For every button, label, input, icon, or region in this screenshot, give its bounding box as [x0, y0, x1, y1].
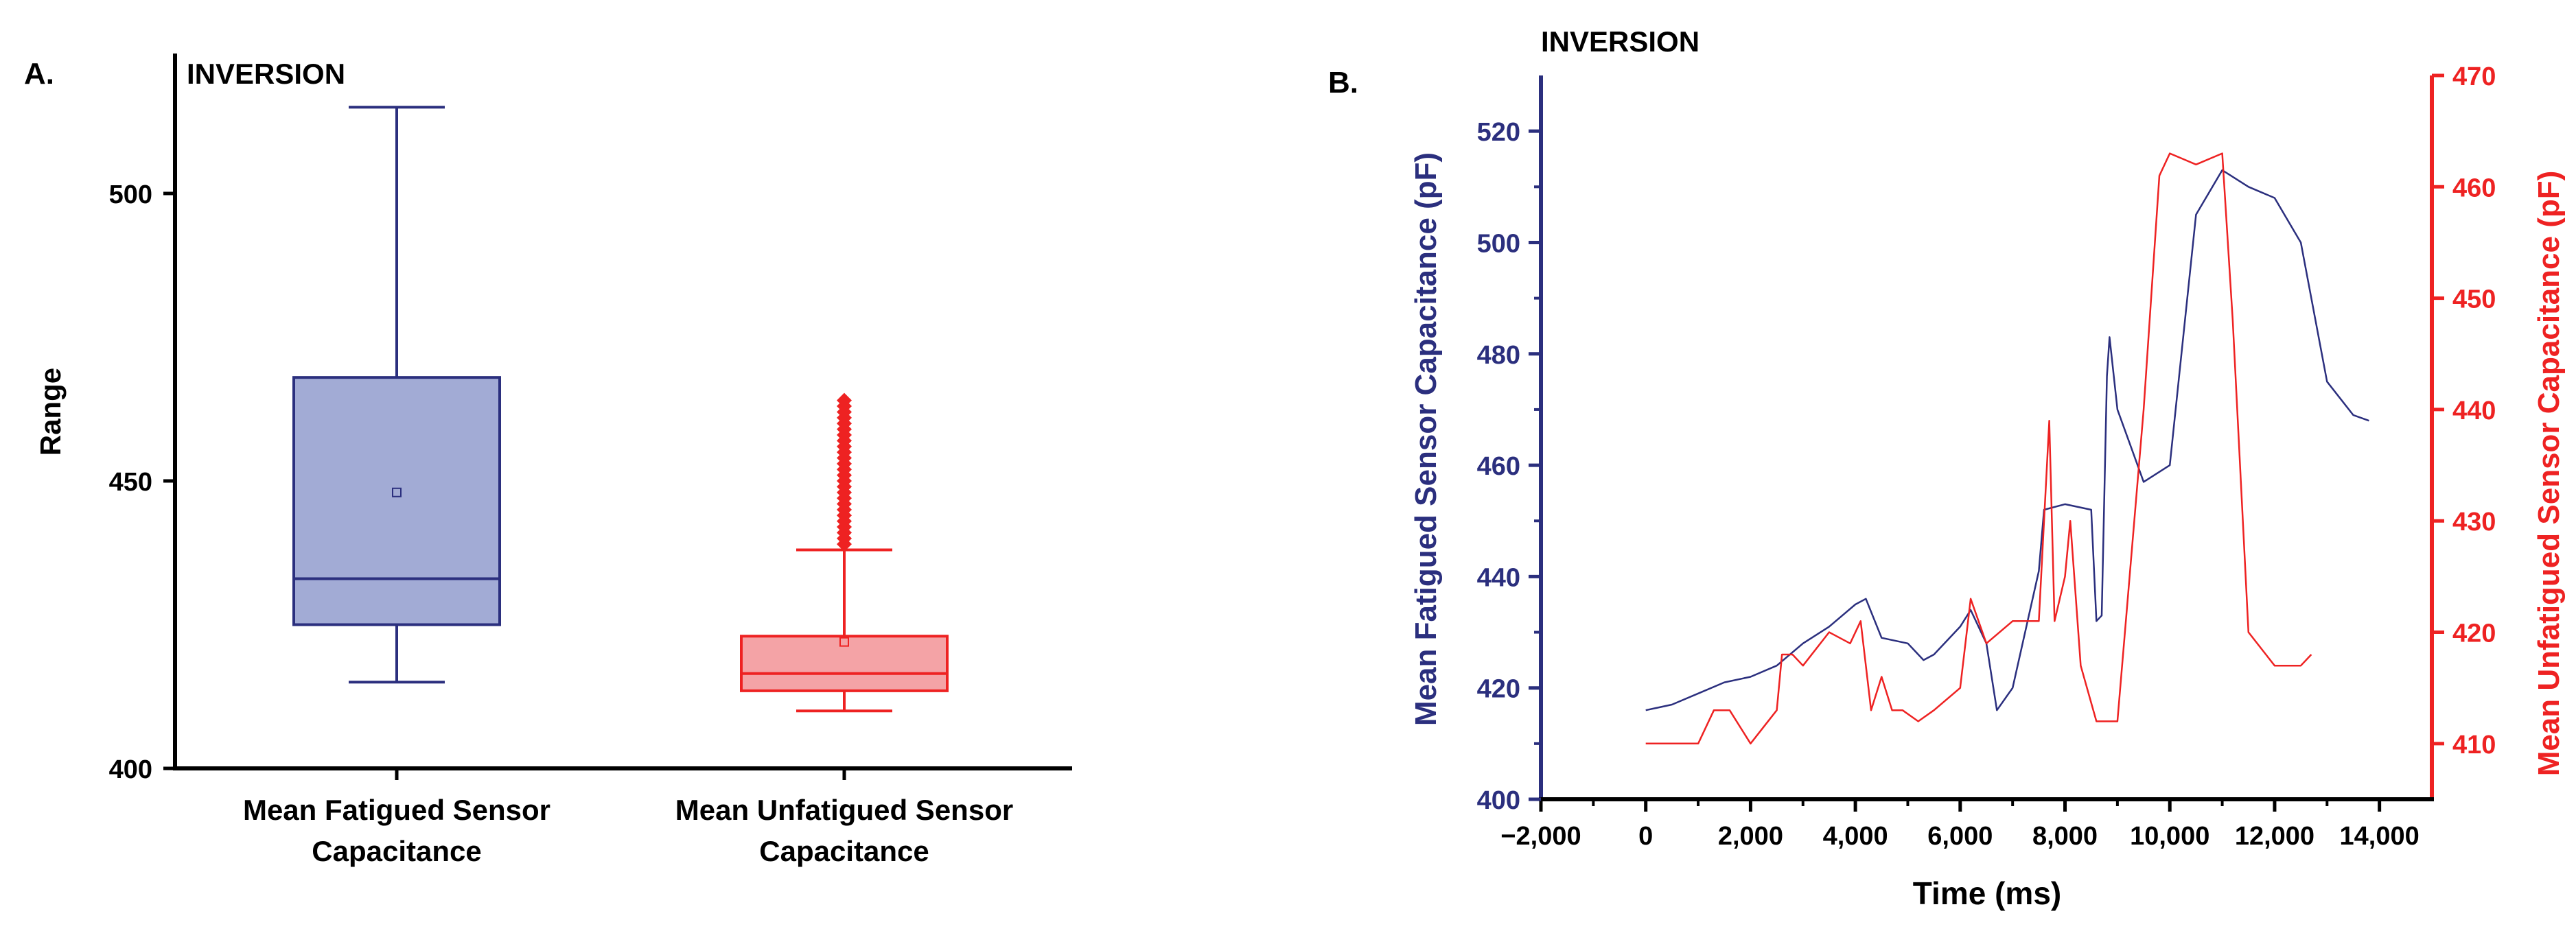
right-y-tick-label: 460 [2452, 174, 2496, 202]
panel-a-label: A. [24, 57, 54, 91]
left-y-tick-label: 520 [1477, 118, 1520, 147]
box-iqr [740, 635, 949, 692]
x-tick-label: Capacitance [312, 835, 481, 867]
x-axis-label: Time (ms) [1913, 875, 2061, 911]
line-plot-panel: B. INVERSION Mean Fatigued Sensor Capaci… [1328, 25, 2566, 911]
x-tick-label: Mean Fatigued Sensor [243, 794, 550, 826]
x-tick-label: −2,000 [1500, 822, 1581, 851]
x-tick-label: 0 [1638, 822, 1653, 851]
x-tick-label: 14,000 [2340, 822, 2420, 851]
left-y-tick-label: 480 [1477, 341, 1520, 370]
right-y-tick-label: 430 [2452, 508, 2496, 537]
right-y-tick-label: 470 [2452, 62, 2496, 91]
series-lines [1645, 152, 2369, 745]
right-y-tick-label: 450 [2452, 285, 2496, 314]
outlier-point [837, 392, 852, 408]
x-tick-label: 4,000 [1823, 822, 1888, 851]
x-tick-label: 2,000 [1718, 822, 1783, 851]
left-y-tick-label: 420 [1477, 675, 1520, 704]
right-y-tick-label: 420 [2452, 620, 2496, 648]
left-y-tick-label: 440 [1477, 563, 1520, 592]
right-y-tick-label: 410 [2452, 731, 2496, 759]
y-tick-label: 400 [109, 755, 152, 784]
x-tick-label: Capacitance [759, 835, 929, 867]
left-y-tick-label: 400 [1477, 786, 1520, 815]
y-tick-label: 500 [109, 180, 152, 209]
mean-marker [839, 637, 849, 647]
y-axis-label: Range [34, 368, 67, 456]
left-y-tick-label: 500 [1477, 229, 1520, 258]
y-ticks: 400 450 500 [109, 180, 175, 784]
x-tick-label: 6,000 [1927, 822, 1993, 851]
right-y-ticks: 410 420 430 440 450 460 470 [2432, 62, 2496, 759]
right-y-tick-label: 440 [2452, 397, 2496, 425]
mean-marker [392, 487, 402, 497]
panel-a-title: INVERSION [187, 58, 345, 90]
boxes [292, 106, 949, 713]
box-iqr [292, 376, 501, 626]
x-tick-label: 12,000 [2235, 822, 2314, 851]
x-tick-label: 10,000 [2130, 822, 2209, 851]
left-y-axis-label: Mean Fatigued Sensor Capacitance (pF) [1409, 152, 1443, 726]
left-y-ticks: 400 420 440 460 480 500 520 [1477, 118, 1541, 815]
panel-b-title: INVERSION [1541, 25, 1699, 58]
x-tick-label: Mean Unfatigued Sensor [675, 794, 1013, 826]
x-ticks: Mean Fatigued Sensor Capacitance Mean Unfa… [243, 768, 1013, 867]
unfatigued-series-line [1645, 152, 2312, 745]
right-y-axis-label: Mean Unfatigued Sensor Capacitance (pF) [2532, 171, 2566, 777]
fatigued-series-line [1645, 169, 2369, 711]
box-plot-panel: A. INVERSION Range 400 450 500 Mean Fatigu… [24, 54, 1072, 867]
left-y-tick-label: 460 [1477, 452, 1520, 481]
x-ticks-b: −2,000 0 2,000 4,000 6,000 8,000 10,000 12,000 1… [1500, 799, 2420, 851]
y-tick-label: 450 [109, 468, 152, 497]
panel-b-label: B. [1328, 66, 1358, 99]
x-tick-label: 8,000 [2032, 822, 2098, 851]
